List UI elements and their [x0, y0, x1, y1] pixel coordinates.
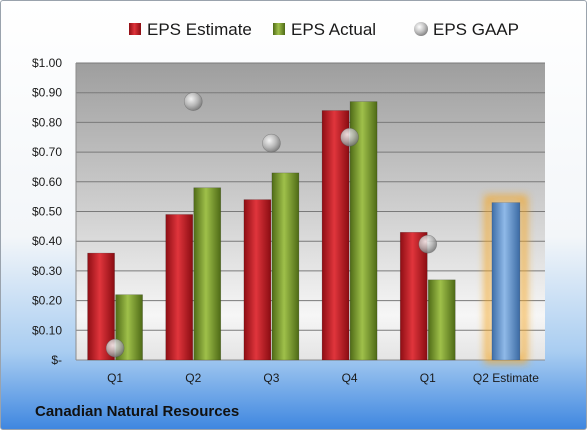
- bar-eps-actual: [427, 279, 456, 361]
- y-tick-label: $0.20: [32, 294, 62, 308]
- y-tick-label: $0.90: [32, 86, 62, 100]
- bar-eps-actual: [271, 172, 300, 361]
- x-tick-label: Q2: [185, 371, 201, 385]
- x-tick-label: Q1: [107, 371, 123, 385]
- legend-swatch-eps-estimate: [129, 23, 141, 35]
- x-tick-label: Q1: [420, 371, 436, 385]
- legend-swatch-eps-gaap: [414, 22, 428, 36]
- marker-eps-gaap: [340, 127, 359, 147]
- marker-eps-gaap: [105, 338, 125, 358]
- x-tick-label: Q3: [263, 371, 279, 385]
- y-tick-label: $0.50: [32, 205, 62, 219]
- legend-swatch-eps-actual: [273, 23, 285, 35]
- y-tick-label: $0.40: [32, 234, 62, 248]
- y-tick-label: $0.80: [32, 115, 62, 129]
- y-tick-label: $0.60: [32, 175, 62, 189]
- y-tick-label: $1.00: [32, 56, 62, 70]
- y-tick-label: $0.30: [32, 264, 62, 278]
- company-name: Canadian Natural Resources: [35, 403, 240, 420]
- legend-label: EPS Estimate: [147, 20, 252, 39]
- y-tick-label: $0.10: [32, 323, 62, 337]
- marker-eps-gaap: [262, 133, 281, 153]
- legend-label: EPS GAAP: [433, 20, 519, 39]
- marker-eps-gaap: [183, 92, 203, 111]
- x-tick-label: Q2 Estimate: [473, 371, 539, 385]
- bar-eps-estimate: [399, 231, 428, 361]
- bar-eps-estimate: [243, 199, 272, 361]
- y-tick-label: $0.70: [32, 145, 62, 159]
- marker-eps-gaap: [418, 234, 438, 254]
- legend-label: EPS Actual: [291, 20, 376, 39]
- bar-eps-estimate: [321, 110, 350, 361]
- bar-forecast: [491, 202, 521, 361]
- bar-eps-estimate: [165, 214, 194, 361]
- x-tick-label: Q4: [342, 371, 358, 385]
- bar-eps-actual: [193, 187, 222, 361]
- y-tick-label: $-: [51, 353, 62, 367]
